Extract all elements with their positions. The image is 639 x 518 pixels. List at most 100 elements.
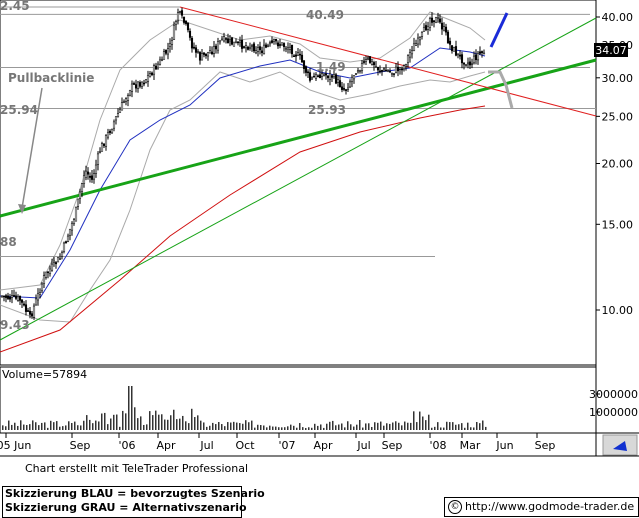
- volume-bar: [308, 427, 310, 430]
- volume-bar: [32, 420, 34, 430]
- volume-bar: [248, 422, 250, 430]
- candle-body: [262, 44, 266, 55]
- pullback-annotation: Pullbacklinie: [8, 71, 94, 85]
- volume-bar: [116, 414, 118, 430]
- candle-body: [106, 132, 110, 138]
- candle-body: [288, 46, 292, 50]
- volume-bar: [53, 422, 55, 430]
- candle-body: [134, 84, 138, 89]
- volume-bar: [71, 423, 73, 430]
- candle-body: [216, 41, 220, 51]
- volume-bar: [365, 423, 367, 430]
- volume-bar: [296, 427, 298, 430]
- candle-body: [2, 295, 6, 298]
- candle-body: [198, 52, 202, 61]
- volume-bar: [332, 420, 334, 430]
- candle-body: [8, 296, 12, 300]
- volume-bar: [140, 416, 142, 430]
- candle-body: [124, 98, 128, 102]
- candle-body: [204, 53, 208, 57]
- candle-body: [396, 66, 400, 72]
- candle-body: [378, 70, 382, 73]
- candle-body: [128, 90, 132, 96]
- scenario-legend: Skizzierung BLAU = bevorzugtes Szenario …: [2, 486, 265, 518]
- volume-bar: [395, 421, 397, 430]
- volume-bar: [161, 414, 163, 430]
- candle-body: [228, 39, 232, 42]
- candle-body: [244, 45, 248, 49]
- volume-bar: [149, 411, 151, 430]
- volume-bar: [113, 414, 115, 430]
- candle-body: [156, 63, 160, 69]
- level-label: 88: [0, 235, 17, 249]
- candle-body: [234, 41, 238, 44]
- candle-body: [184, 20, 188, 24]
- time-tick-label: Sep: [382, 439, 403, 452]
- current-price-box: [594, 43, 628, 57]
- candle-body: [308, 72, 312, 81]
- volume-bar: [293, 425, 295, 430]
- candle-body: [286, 47, 290, 50]
- candle-body: [52, 260, 56, 263]
- candle-body: [60, 251, 64, 257]
- time-tick-label: Sep: [535, 439, 556, 452]
- source-url-box[interactable]: © http://www.godmode-trader.de: [444, 497, 639, 517]
- volume-bar: [326, 423, 328, 430]
- candle-body: [318, 74, 322, 79]
- candle-body: [446, 31, 450, 44]
- candle-body: [310, 76, 314, 80]
- candle-body: [402, 65, 406, 70]
- volume-bar: [158, 414, 160, 430]
- time-axis: 05 Jun Sep '06 Apr Jul Oct '07 Apr Jul Sep '08 Mar J…: [0, 433, 555, 452]
- volume-bar: [482, 420, 484, 430]
- candle-body: [140, 81, 144, 87]
- volume-bar: [311, 427, 313, 430]
- volume-bar: [455, 424, 457, 430]
- candle-body: [10, 295, 14, 298]
- time-tick-label: Apr: [156, 439, 176, 452]
- candle-body: [448, 40, 452, 45]
- time-tick-label: Jul: [199, 439, 213, 452]
- candle-body: [154, 65, 158, 70]
- candle-body: [300, 54, 304, 63]
- candle-body: [284, 47, 288, 50]
- candle-body: [108, 130, 112, 133]
- candle-body: [40, 283, 44, 292]
- volume-bar: [461, 423, 463, 430]
- candle-body: [340, 86, 344, 90]
- volume-bar: [194, 417, 196, 430]
- volume-bar: [125, 413, 127, 430]
- candle-body: [132, 83, 136, 85]
- candle-body: [304, 66, 308, 73]
- volume-bar: [146, 424, 148, 430]
- candle-body: [56, 257, 60, 263]
- candle-body: [260, 50, 264, 53]
- volume-bar: [251, 420, 253, 430]
- preferred-scenario-arrow: [489, 12, 509, 48]
- volume-bar: [143, 424, 145, 430]
- candle-body: [370, 61, 374, 65]
- candle-body: [160, 59, 164, 61]
- candle-body: [298, 53, 302, 56]
- volume-bar: [50, 420, 52, 430]
- candle-body: [360, 63, 364, 71]
- volume-bar: [269, 425, 271, 430]
- volume-bar: [197, 415, 199, 430]
- candle-body: [368, 56, 372, 63]
- volume-bar: [419, 411, 421, 430]
- candle-body: [482, 52, 486, 55]
- candle-body: [36, 292, 40, 301]
- candle-body: [270, 40, 274, 43]
- volume-bar: [137, 418, 139, 430]
- candle-body: [220, 38, 224, 41]
- volume-bar: [176, 419, 178, 430]
- volume-bar: [2, 425, 4, 430]
- candle-body: [246, 46, 250, 50]
- candle-body: [136, 81, 140, 89]
- candle-body: [38, 292, 42, 295]
- candle-body: [50, 263, 54, 271]
- source-url[interactable]: http://www.godmode-trader.de: [465, 500, 635, 513]
- volume-bar: [212, 422, 214, 430]
- volume-bar: [353, 426, 355, 430]
- candle-body: [274, 38, 278, 42]
